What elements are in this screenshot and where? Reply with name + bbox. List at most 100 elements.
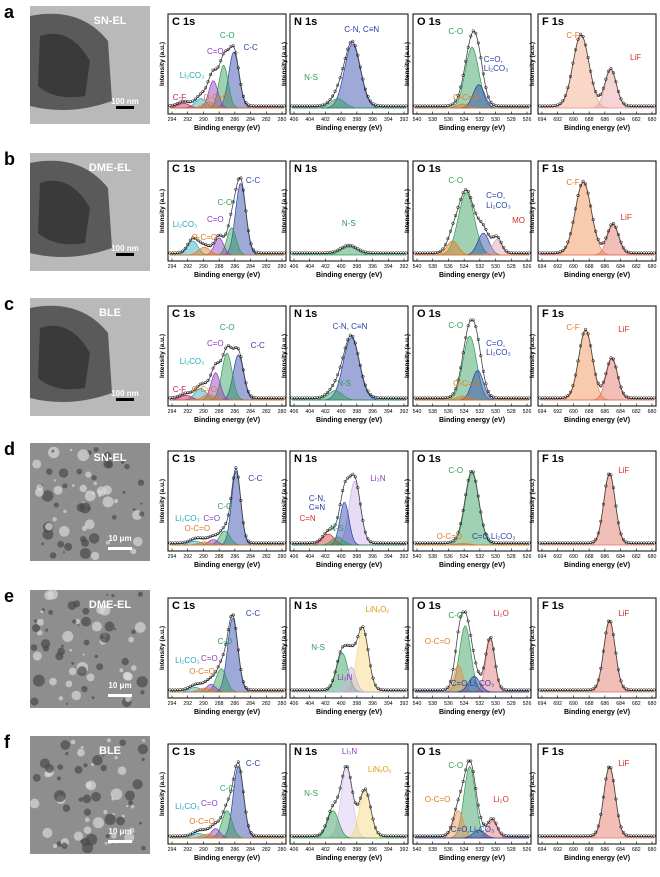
x-tick-label: 404 [305, 117, 314, 123]
peak-label: C=O, [484, 55, 503, 64]
sem-image [30, 443, 150, 561]
data-point [252, 248, 256, 252]
peak-label: C-F [566, 31, 579, 40]
x-tick-label: 282 [262, 409, 271, 415]
data-point [479, 815, 483, 819]
peak-label: Li₂O [493, 609, 509, 618]
peak-label: LiF [618, 466, 629, 475]
x-tick-label: 292 [183, 117, 192, 123]
sem-texture-grain [105, 540, 111, 545]
peak-label: C=O [207, 339, 224, 348]
data-point [461, 779, 465, 783]
peak-label: C-O [220, 323, 235, 332]
data-point [224, 49, 228, 53]
data-point [619, 385, 623, 389]
data-point [224, 346, 228, 350]
sem-texture-grain [128, 800, 134, 806]
x-tick-label: 528 [507, 554, 516, 560]
data-point [614, 797, 618, 801]
data-point [249, 242, 253, 246]
sem-texture-grain [132, 779, 143, 790]
x-tick-label: 292 [183, 847, 192, 853]
data-point [456, 378, 460, 382]
data-point [489, 635, 493, 640]
data-point [353, 341, 357, 345]
peak-label: C-C [251, 341, 265, 350]
data-point [320, 829, 324, 833]
data-point [479, 354, 483, 358]
data-point [459, 366, 463, 370]
y-axis-label: Intensity (a.u.) [404, 772, 411, 816]
sem-texture-grain [114, 755, 118, 760]
x-tick-label: 288 [215, 409, 224, 415]
x-tick-label: 290 [199, 117, 208, 123]
x-tick-label: 692 [553, 409, 562, 415]
x-tick-label: 534 [460, 847, 469, 853]
x-tick-label: 402 [321, 554, 330, 560]
data-point [476, 41, 480, 45]
data-point [573, 373, 578, 377]
data-point [479, 56, 483, 60]
data-point [356, 247, 360, 251]
data-point [211, 241, 215, 245]
data-point [318, 537, 322, 542]
data-point [594, 830, 598, 834]
row-f: f BLE 10 μm Intensity (a.u.) 294 292 290 288 286… [4, 732, 657, 862]
x-tick-label: 534 [460, 264, 469, 270]
data-point [216, 665, 220, 669]
xps-panel-f1s: Intensity (a.u.) 694 692 690 688 686 684 682 680… [529, 450, 657, 569]
data-point [323, 824, 327, 828]
data-point [315, 539, 319, 543]
data-point [323, 688, 327, 692]
x-axis-label: Binding energy (eV) [194, 272, 260, 279]
peak-label: C-C [248, 474, 262, 483]
sem-texture-grain [81, 837, 90, 847]
peak-label: N-S [304, 789, 318, 798]
x-tick-label: 686 [601, 409, 610, 415]
y-axis-label: Intensity (a.u.) [159, 626, 166, 670]
data-point [229, 615, 233, 619]
data-point [336, 373, 340, 377]
data-point [486, 389, 491, 394]
sem-texture-grain [84, 490, 96, 502]
x-tick-label: 694 [538, 117, 547, 123]
data-point [471, 318, 475, 322]
x-axis-label: Binding energy (eV) [439, 709, 505, 716]
data-point [358, 627, 362, 631]
x-axis-label: Binding energy (eV) [564, 417, 630, 424]
data-point [206, 80, 210, 84]
row-letter: d [4, 439, 15, 459]
data-point [206, 535, 210, 539]
xps-panel-c1s: Intensity (a.u.) 294 292 290 288 286 284 282 280… [159, 597, 287, 716]
xps-panel-n1s: Intensity (a.u.) 406 404 402 400 398 396 394 392… [281, 597, 409, 716]
data-point [469, 759, 473, 763]
data-point [584, 43, 588, 47]
peak-label: O-C=O [192, 385, 218, 394]
peak-label: LiF [618, 759, 629, 768]
plot-frame [412, 160, 532, 262]
data-point [571, 220, 575, 224]
data-point [616, 89, 621, 94]
x-tick-label: 284 [246, 847, 255, 853]
y-axis-label: Intensity (a.u.) [281, 189, 288, 233]
sem-texture-grain [41, 490, 54, 502]
x-tick-label: 284 [246, 264, 255, 270]
data-point [591, 687, 595, 691]
data-point [320, 535, 324, 539]
data-point [486, 232, 491, 236]
data-point [361, 77, 365, 81]
data-point [224, 803, 228, 807]
sem-texture-grain [53, 502, 59, 508]
x-tick-label: 684 [616, 554, 625, 560]
data-point [609, 473, 613, 477]
sem-texture-grain [83, 808, 91, 816]
sem-texture-grain [32, 623, 41, 633]
data-point [193, 830, 197, 834]
sample-label: DME-EL [89, 599, 131, 611]
scale-bar [108, 547, 132, 550]
data-point [438, 249, 442, 253]
sem-texture-grain [33, 619, 38, 623]
peak-label: Li₂CO₃ [180, 357, 205, 366]
data-point [325, 390, 330, 394]
x-axis-label: Binding energy (eV) [439, 562, 505, 569]
